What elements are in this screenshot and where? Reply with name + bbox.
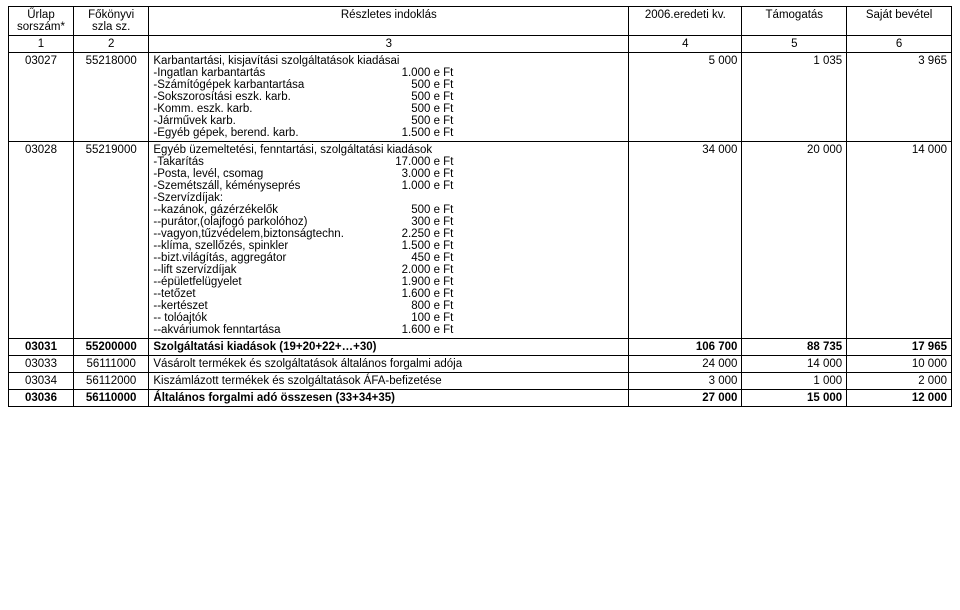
cell-fokonyvi: 56110000: [73, 390, 148, 407]
cell-sorszam: 03028: [9, 142, 74, 339]
colnum-2: 2: [73, 36, 148, 53]
cell-eredeti: 34 000: [629, 142, 742, 339]
cell-bevetel: 12 000: [847, 390, 952, 407]
cell-description: Egyéb üzemeltetési, fenntartási, szolgál…: [149, 142, 629, 339]
cell-description: Vásárolt termékek és szolgáltatások álta…: [149, 356, 629, 373]
cell-eredeti: 3 000: [629, 373, 742, 390]
table-row: 0303656110000Általános forgalmi adó össz…: [9, 390, 952, 407]
cell-tamogatas: 1 035: [742, 53, 847, 142]
cell-fokonyvi: 55219000: [73, 142, 148, 339]
cell-eredeti: 5 000: [629, 53, 742, 142]
cell-tamogatas: 14 000: [742, 356, 847, 373]
cell-sorszam: 03031: [9, 339, 74, 356]
table-row: 0303155200000Szolgáltatási kiadások (19+…: [9, 339, 952, 356]
num-row: 1 2 3 4 5 6: [9, 36, 952, 53]
cell-description: Kiszámlázott termékek és szolgáltatások …: [149, 373, 629, 390]
cell-tamogatas: 20 000: [742, 142, 847, 339]
cell-tamogatas: 88 735: [742, 339, 847, 356]
cell-description: Karbantartási, kisjavítási szolgáltatáso…: [149, 53, 629, 142]
col-header-bevetel: Saját bevétel: [847, 7, 952, 36]
cell-description: Szolgáltatási kiadások (19+20+22+…+30): [149, 339, 629, 356]
cell-sorszam: 03036: [9, 390, 74, 407]
cell-tamogatas: 1 000: [742, 373, 847, 390]
table-row: 0303356111000Vásárolt termékek és szolgá…: [9, 356, 952, 373]
col-header-fokonyvi: Főkönyviszla sz.: [73, 7, 148, 36]
table-row: 0302755218000Karbantartási, kisjavítási …: [9, 53, 952, 142]
colnum-6: 6: [847, 36, 952, 53]
cell-sorszam: 03027: [9, 53, 74, 142]
cell-eredeti: 24 000: [629, 356, 742, 373]
col-header-indoklas: Részletes indoklás: [149, 7, 629, 36]
cell-fokonyvi: 56112000: [73, 373, 148, 390]
colnum-3: 3: [149, 36, 629, 53]
col-header-sorszam: Űrlapsorszám*: [9, 7, 74, 36]
cell-bevetel: 3 965: [847, 53, 952, 142]
colnum-1: 1: [9, 36, 74, 53]
cell-description: Általános forgalmi adó összesen (33+34+3…: [149, 390, 629, 407]
cell-sorszam: 03033: [9, 356, 74, 373]
cell-bevetel: 2 000: [847, 373, 952, 390]
table-row: 0302855219000Egyéb üzemeltetési, fenntar…: [9, 142, 952, 339]
cell-bevetel: 17 965: [847, 339, 952, 356]
budget-table: Űrlapsorszám* Főkönyviszla sz. Részletes…: [8, 6, 952, 407]
colnum-5: 5: [742, 36, 847, 53]
cell-fokonyvi: 56111000: [73, 356, 148, 373]
col-header-eredeti: 2006.eredeti kv.: [629, 7, 742, 36]
cell-bevetel: 10 000: [847, 356, 952, 373]
cell-fokonyvi: 55200000: [73, 339, 148, 356]
cell-bevetel: 14 000: [847, 142, 952, 339]
cell-fokonyvi: 55218000: [73, 53, 148, 142]
col-header-tamogatas: Támogatás: [742, 7, 847, 36]
header-row: Űrlapsorszám* Főkönyviszla sz. Részletes…: [9, 7, 952, 36]
cell-eredeti: 106 700: [629, 339, 742, 356]
table-row: 0303456112000Kiszámlázott termékek és sz…: [9, 373, 952, 390]
cell-eredeti: 27 000: [629, 390, 742, 407]
cell-tamogatas: 15 000: [742, 390, 847, 407]
colnum-4: 4: [629, 36, 742, 53]
cell-sorszam: 03034: [9, 373, 74, 390]
